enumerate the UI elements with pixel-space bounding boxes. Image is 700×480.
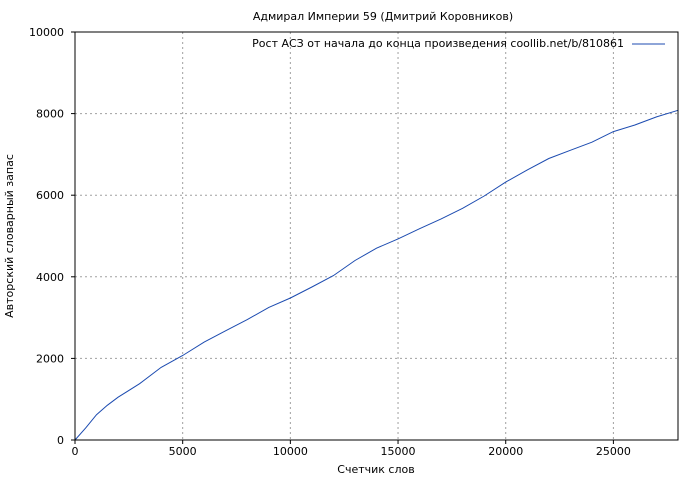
grid-lines xyxy=(75,32,678,440)
y-tick-label: 4000 xyxy=(36,271,64,284)
legend-label: Рост АСЗ от начала до конца произведения… xyxy=(252,37,624,50)
y-tick-label: 0 xyxy=(57,434,64,447)
y-tick-label: 10000 xyxy=(29,26,64,39)
x-tick-label: 25000 xyxy=(596,445,631,458)
plot-frame xyxy=(74,31,679,441)
y-tick-label: 2000 xyxy=(36,352,64,365)
y-tick-label: 8000 xyxy=(36,108,64,121)
x-ticks: 0 5000 10000 15000 20000 25000 xyxy=(72,440,631,458)
x-tick-label: 20000 xyxy=(488,445,523,458)
series-layer xyxy=(74,109,679,441)
series-line xyxy=(74,109,679,441)
x-axis-label: Счетчик слов xyxy=(337,463,414,476)
y-axis-label: Авторский словарный запас xyxy=(3,154,16,318)
chart-title: Адмирал Империи 59 (Дмитрий Коровников) xyxy=(253,10,513,23)
y-ticks: 0 2000 4000 6000 8000 10000 xyxy=(29,26,75,447)
x-tick-label: 10000 xyxy=(273,445,308,458)
x-tick-label: 5000 xyxy=(169,445,197,458)
x-tick-label: 15000 xyxy=(381,445,416,458)
y-tick-label: 6000 xyxy=(36,189,64,202)
legend: Рост АСЗ от начала до конца произведения… xyxy=(252,37,665,50)
x-tick-label: 0 xyxy=(72,445,79,458)
